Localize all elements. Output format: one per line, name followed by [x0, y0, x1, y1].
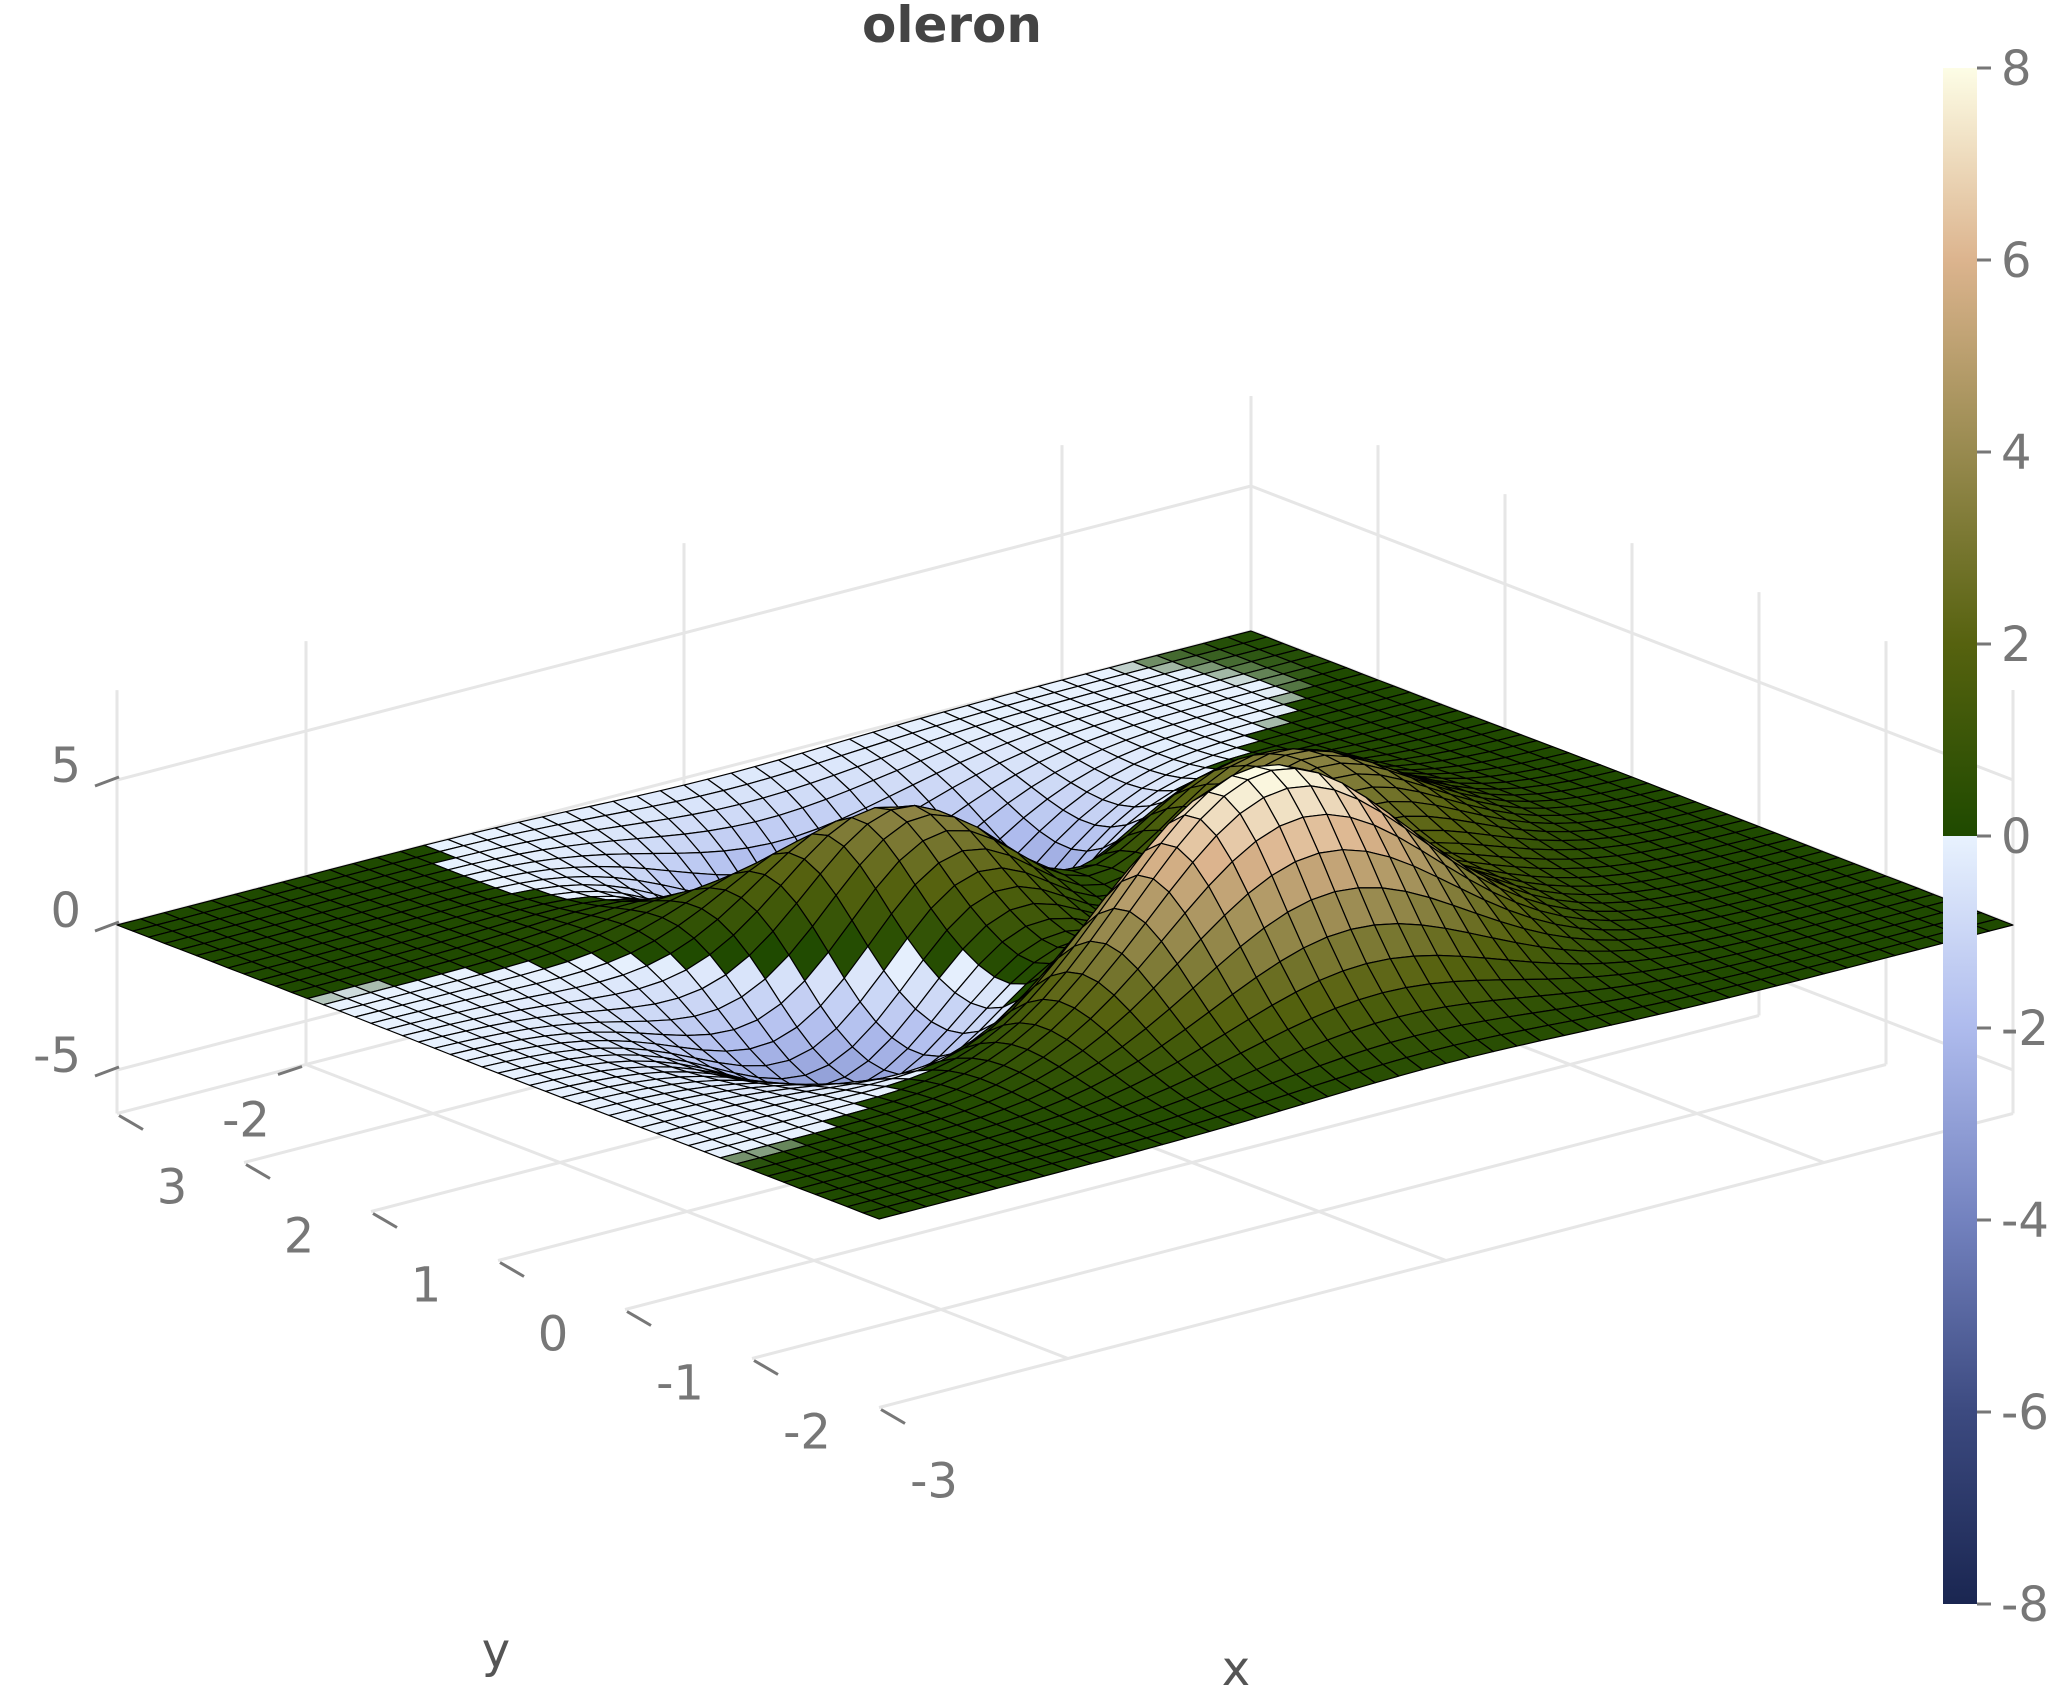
- x-tick-mark: [626, 1310, 652, 1327]
- colorbar-tick-label: 4: [2001, 425, 2032, 481]
- colorbar-tick-label: -8: [2001, 1577, 2049, 1633]
- x-tick-label: 1: [411, 1258, 442, 1314]
- x-tick-label: 0: [538, 1307, 569, 1363]
- x-tick-label: 2: [284, 1209, 315, 1265]
- colorbar-tick-label: 8: [2001, 41, 2032, 97]
- x-tick-label: -1: [656, 1356, 704, 1412]
- x-axis-label: x: [1222, 1641, 1250, 1689]
- x-tick-label: -2: [783, 1405, 831, 1461]
- z-tick-mark: [94, 775, 120, 788]
- x-tick-mark: [372, 1212, 398, 1229]
- colorbar-tick-label: -6: [2001, 1385, 2049, 1441]
- z-tick-mark: [94, 920, 120, 933]
- z-tick-mark: [94, 1065, 120, 1078]
- y-tick-label: -2: [222, 1093, 270, 1149]
- x-tick-mark: [753, 1359, 779, 1376]
- colorbar-tick-label: -4: [2001, 1193, 2049, 1249]
- grid-line-sidewall-z: [116, 484, 1252, 782]
- x-tick-mark: [499, 1261, 525, 1278]
- grid-line-backwall-z: [1250, 484, 2014, 782]
- x-tick-mark: [245, 1163, 271, 1180]
- z-tick-label: 0: [50, 883, 81, 939]
- z-tick-label: -5: [33, 1028, 81, 1084]
- y-axis-label: y: [482, 1623, 510, 1679]
- chart-title: oleron: [862, 0, 1042, 54]
- colorbar-tick-label: 0: [2001, 809, 2032, 865]
- x-tick-label: -3: [910, 1454, 958, 1510]
- colorbar-tick-label: -2: [2001, 1001, 2049, 1057]
- y-tick-mark: [277, 1065, 303, 1076]
- x-tick-label: 3: [157, 1160, 188, 1216]
- colorbar-tick-label: 6: [2001, 233, 2032, 289]
- colorbar-tick-label: 2: [2001, 617, 2032, 673]
- grid-line-floor-y: [305, 1063, 1069, 1360]
- colorbar-gradient: [1943, 68, 1977, 1604]
- colorbar: 8 6 4 2 0 -2 -4 -6 -8: [1943, 41, 2049, 1633]
- x-tick-mark: [118, 1114, 144, 1131]
- z-tick-label: 5: [50, 738, 81, 794]
- surface-cell: [862, 1206, 904, 1220]
- x-tick-mark: [880, 1408, 906, 1425]
- surface-plot: [116, 630, 2014, 1220]
